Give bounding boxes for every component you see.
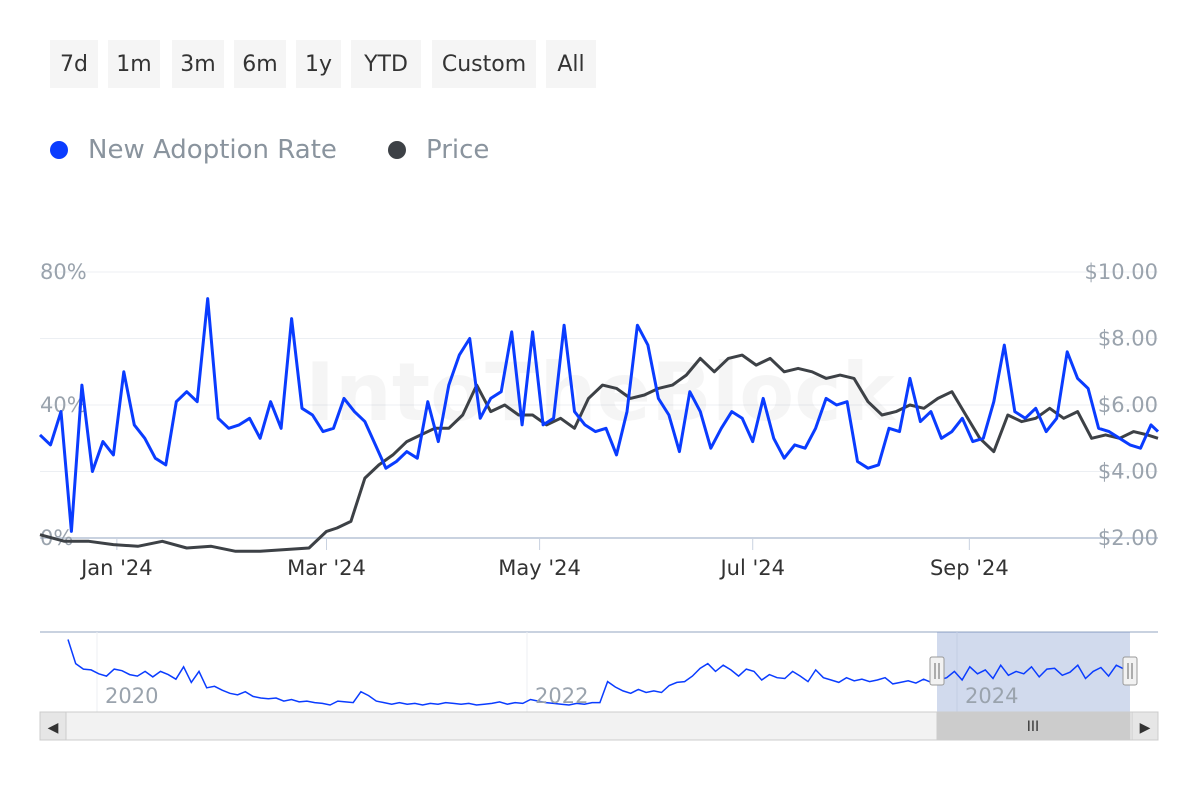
navigator-selection	[937, 632, 1130, 712]
legend-item-price[interactable]: Price	[388, 130, 489, 170]
scrollbar-thumb[interactable]	[936, 712, 1131, 740]
scrollbar-grip-icon: III	[1027, 719, 1039, 735]
navigator-series-line	[67, 639, 1125, 706]
scroll-left-arrow-icon: ◀	[48, 720, 59, 736]
legend-dot-adoption	[50, 141, 68, 159]
navigator-year-label: 2020	[105, 684, 158, 708]
x-tick-label: May '24	[498, 556, 581, 580]
legend-label-adoption: New Adoption Rate	[88, 135, 337, 165]
range-button-all[interactable]: All	[546, 40, 596, 88]
y-right-tick-label: $2.00	[1098, 526, 1158, 550]
y-left-tick-label: 80%	[40, 260, 87, 284]
range-button-ytd[interactable]: YTD	[351, 40, 421, 88]
legend-item-adoption[interactable]: New Adoption Rate	[50, 130, 337, 170]
y-right-tick-label: $4.00	[1098, 460, 1158, 484]
navigator-handle-right[interactable]	[1122, 656, 1138, 686]
watermark-text: IntoTheBlock	[305, 346, 896, 439]
range-button-custom[interactable]: Custom	[432, 40, 536, 88]
x-tick-label: Sep '24	[930, 556, 1009, 580]
x-tick-label: Jul '24	[718, 556, 785, 580]
x-tick-label: Jan '24	[79, 556, 153, 580]
scrollbar-left-button[interactable]	[39, 711, 67, 741]
scroll-right-arrow-icon: ▶	[1140, 720, 1151, 736]
range-button-7d[interactable]: 7d	[50, 40, 98, 88]
navigator-year-label: 2024	[965, 684, 1018, 708]
series-line-adoption	[38, 297, 1160, 533]
range-button-1m[interactable]: 1m	[108, 40, 160, 88]
navigator-handle-left[interactable]	[929, 656, 945, 686]
navigator-year-label: 2022	[535, 684, 588, 708]
legend-dot-price	[388, 141, 406, 159]
range-button-3m[interactable]: 3m	[172, 40, 224, 88]
y-right-tick-label: $8.00	[1098, 327, 1158, 351]
y-right-tick-label: $6.00	[1098, 393, 1158, 417]
x-tick-label: Mar '24	[287, 556, 366, 580]
range-button-6m[interactable]: 6m	[234, 40, 286, 88]
legend-label-price: Price	[426, 135, 490, 165]
series-line-price	[39, 353, 1159, 553]
range-button-1y[interactable]: 1y	[296, 40, 341, 88]
scrollbar-right-button[interactable]	[1131, 711, 1159, 741]
y-right-tick-label: $10.00	[1085, 260, 1158, 284]
